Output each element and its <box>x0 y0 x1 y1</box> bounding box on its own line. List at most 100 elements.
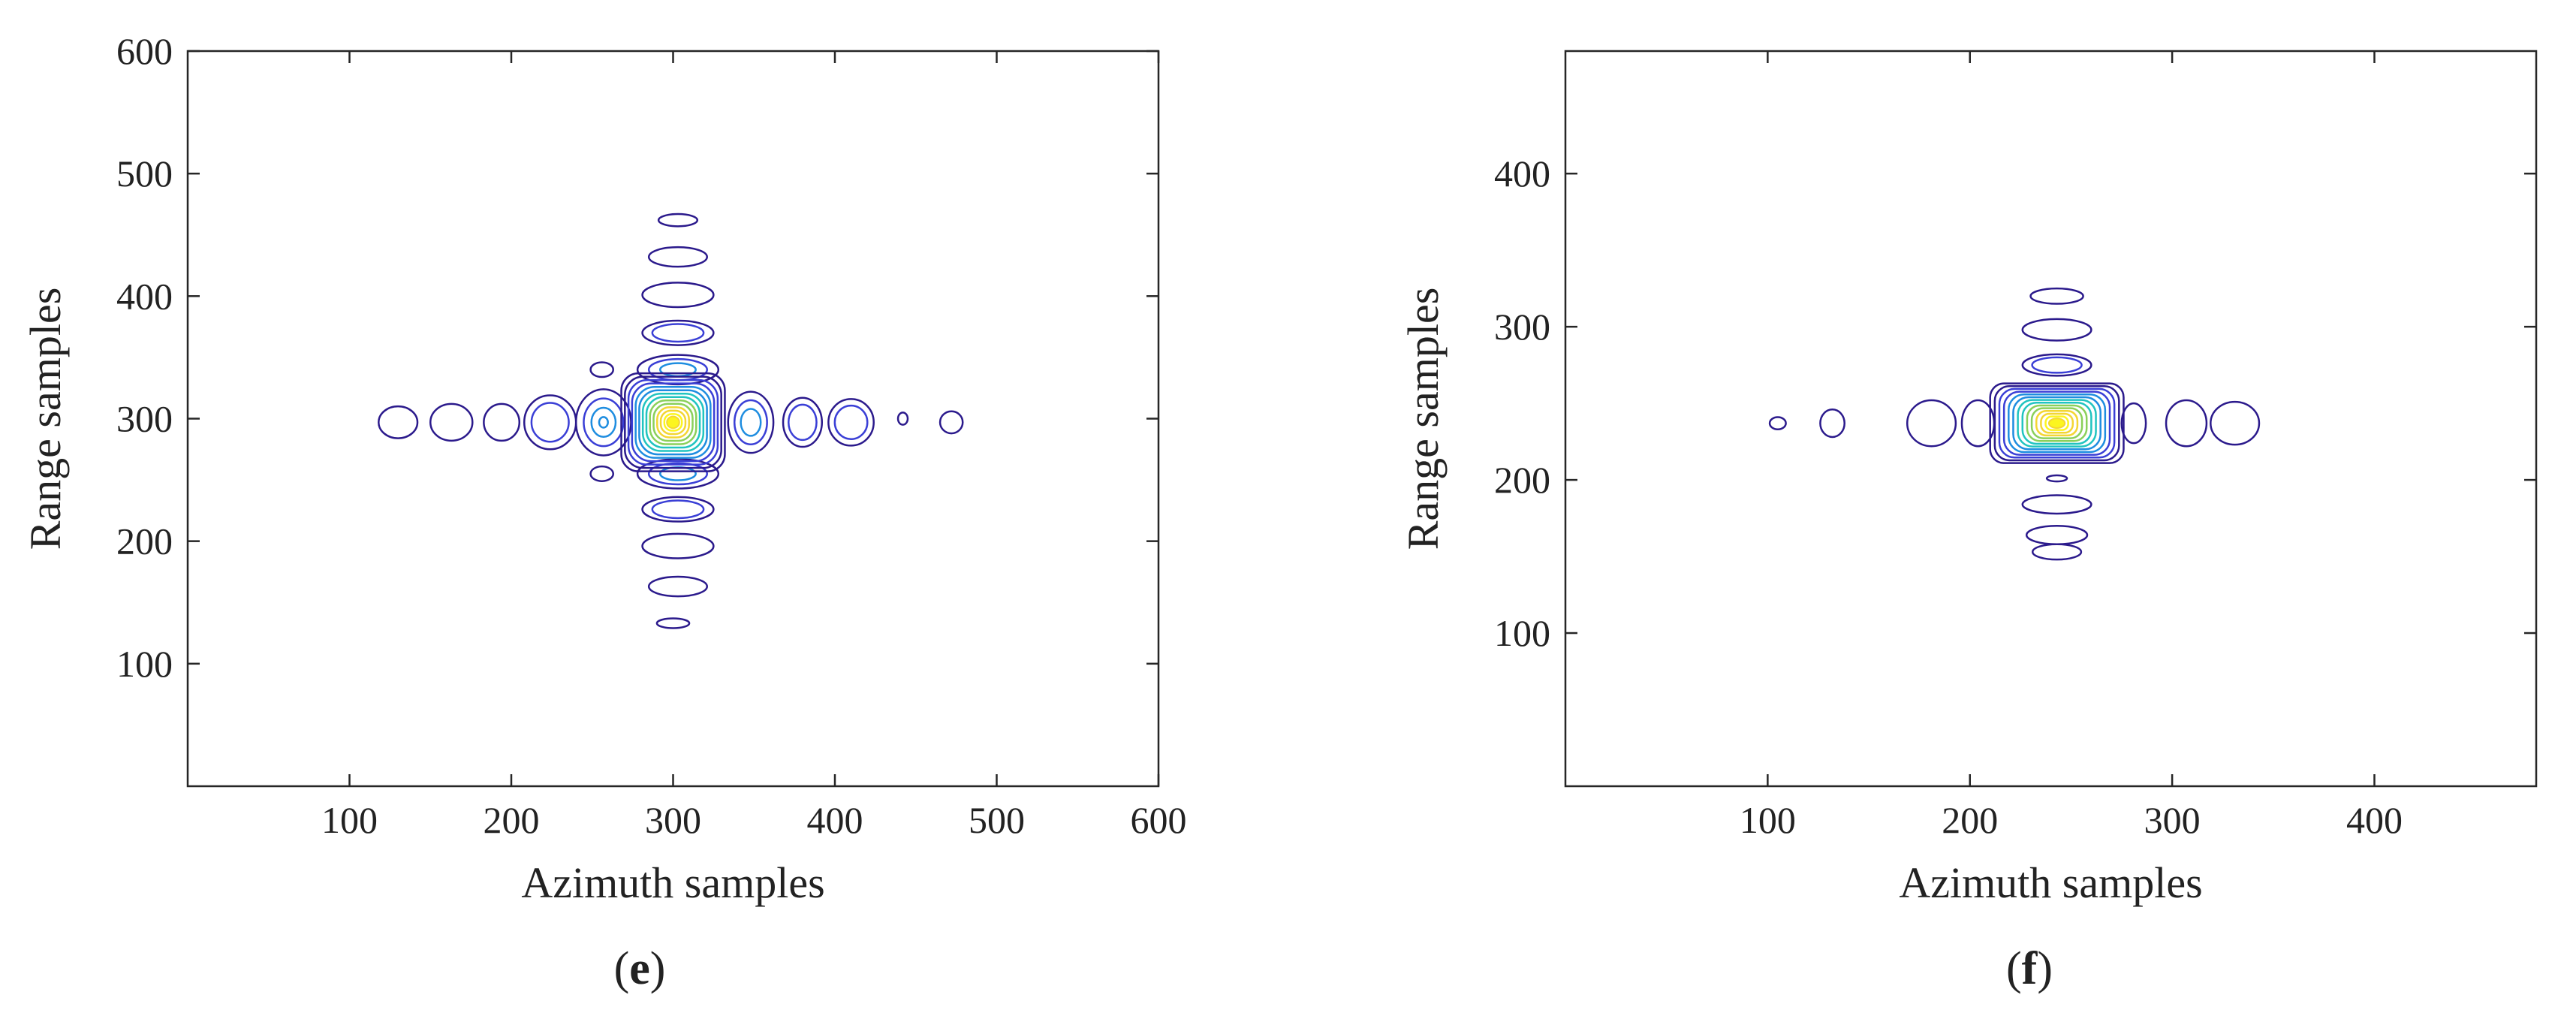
x-tick-label: 500 <box>969 799 1025 841</box>
y-tick-label: 300 <box>116 398 173 440</box>
y-tick-label: 600 <box>116 30 173 72</box>
main-lobe-contour <box>2040 412 2074 434</box>
main-lobe-contour <box>2035 410 2079 437</box>
sidelobe-contour <box>647 462 709 486</box>
sidelobe-contour <box>2021 318 2092 342</box>
sidelobe-contour <box>641 532 715 559</box>
y-tick-label: 300 <box>1494 306 1550 348</box>
sidelobe-contour <box>2031 356 2083 374</box>
sidelobe-contour <box>2210 400 2261 446</box>
sidelobe-contour <box>483 402 521 442</box>
sidelobe-contour <box>788 403 818 442</box>
x-tick-label: 400 <box>2346 799 2403 841</box>
main-lobe-contour <box>2012 396 2101 451</box>
sidelobe-contour <box>2165 399 2208 448</box>
main-lobe-contour <box>652 402 694 442</box>
x-tick-label: 100 <box>321 799 378 841</box>
main-lobe-contour <box>641 392 705 452</box>
x-axis-label: Azimuth samples <box>1899 858 2202 907</box>
main-lobe-contour <box>649 399 697 445</box>
sidelobe-contour <box>2045 474 2068 483</box>
sidelobe-contour <box>647 246 709 268</box>
x-tick-label: 600 <box>1131 799 1187 841</box>
x-tick-label: 300 <box>645 799 701 841</box>
main-lobe-contour <box>2030 407 2083 439</box>
sidelobe-contour <box>833 404 869 440</box>
plot-frame <box>1564 50 2538 788</box>
sidelobe-contour <box>782 396 824 448</box>
main-lobe-contour <box>1998 387 2116 459</box>
sidelobe-contour <box>2032 543 2083 561</box>
x-tick-label: 300 <box>2144 799 2201 841</box>
sidelobe-contour <box>641 282 715 309</box>
main-lobe-contour <box>634 385 712 459</box>
sidelobe-contour <box>827 398 875 447</box>
y-axis-label: Range samples <box>1399 288 1448 550</box>
sidelobe-contour <box>589 361 615 378</box>
main-lobe-contour <box>627 378 719 466</box>
contour-lines <box>378 213 964 629</box>
x-axis-label: Azimuth samples <box>521 858 824 907</box>
main-lobe-contour <box>2026 404 2088 442</box>
sidelobe-contour <box>657 213 699 228</box>
main-lobe-contour <box>659 409 687 436</box>
sidelobe-contour <box>1819 409 1845 439</box>
contour-lines <box>1768 287 2261 561</box>
y-tick-label: 400 <box>116 275 173 317</box>
sidelobe-contour <box>651 499 705 520</box>
sidelobe-contour <box>651 323 705 343</box>
sidelobe-contour <box>583 397 625 448</box>
sidelobe-contour <box>590 406 617 439</box>
sidelobe-contour <box>659 466 697 481</box>
main-lobe-peak <box>666 415 680 430</box>
main-lobe-contour <box>2002 390 2111 456</box>
sidelobe-contour <box>589 465 615 482</box>
main-lobe-contour <box>638 389 708 456</box>
y-tick-label: 400 <box>1494 152 1550 194</box>
main-lobe-contour <box>1993 385 2120 462</box>
sidelobe-contour <box>598 416 609 429</box>
main-lobe-contour <box>645 396 701 449</box>
y-tick-label: 100 <box>1494 612 1550 654</box>
chart-panel-e: 100 200 300 400 500 600 100 200 300 400 500 600 Azim… <box>21 30 1187 907</box>
main-lobe-contour <box>631 382 716 463</box>
panel-label-f: (f) <box>2006 943 2053 994</box>
chart-panel-f: 100 200 300 400 100 200 300 400 Azimuth samples R… <box>1399 50 2538 907</box>
sidelobe-contour <box>574 388 632 457</box>
main-lobe-contour <box>2008 393 2107 454</box>
sidelobe-contour <box>641 319 715 346</box>
main-lobe-contour <box>2021 402 2092 445</box>
sidelobe-contour <box>429 402 474 442</box>
sidelobe-contour <box>1906 399 1957 448</box>
main-lobe-contour <box>624 375 722 469</box>
y-tick-label: 100 <box>116 643 173 685</box>
y-tick-label: 500 <box>116 152 173 194</box>
sidelobe-contour <box>2120 402 2147 445</box>
x-tick-label: 100 <box>1740 799 1796 841</box>
sidelobe-contour <box>530 402 570 443</box>
panel-label-e: (e) <box>614 943 666 994</box>
x-tick-label: 400 <box>807 799 863 841</box>
y-tick-label: 200 <box>1494 459 1550 501</box>
y-axis-label: Range samples <box>21 288 70 550</box>
main-lobe-contour <box>1989 382 2125 464</box>
sidelobe-contour <box>896 412 909 426</box>
main-lobe-contour <box>2044 415 2069 431</box>
main-lobe-contour <box>620 372 726 472</box>
sidelobe-contour <box>2021 353 2092 377</box>
x-tick-label: 200 <box>1942 799 1998 841</box>
sidelobe-contour <box>2021 494 2092 515</box>
sidelobe-contour <box>636 458 720 490</box>
main-lobe-contour <box>2017 399 2097 448</box>
main-lobe-contour <box>663 413 683 432</box>
sidelobe-contour <box>2029 287 2084 305</box>
sidelobe-contour <box>939 410 964 435</box>
sidelobe-contour <box>655 617 691 629</box>
sidelobe-contour <box>740 408 762 437</box>
sidelobe-contour <box>727 390 775 454</box>
sidelobe-contour <box>1768 416 1787 431</box>
sidelobe-contour <box>378 405 419 439</box>
x-tick-label: 200 <box>484 799 540 841</box>
y-tick-label: 200 <box>116 520 173 562</box>
